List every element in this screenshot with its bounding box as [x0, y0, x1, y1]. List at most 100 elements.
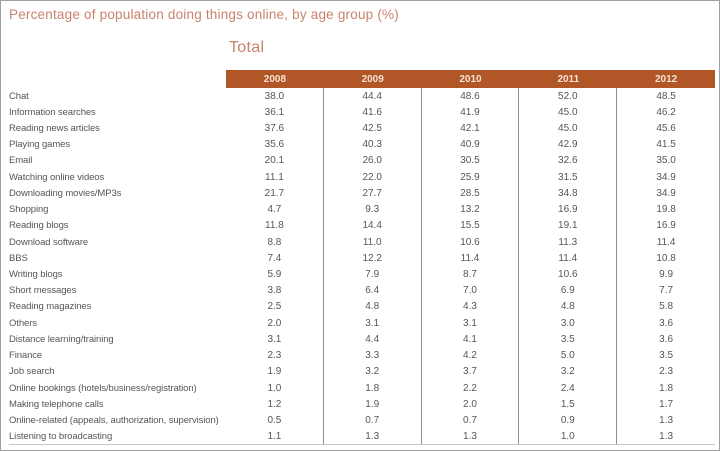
value-cell: 16.9 [656, 220, 676, 232]
table-row: Reading blogs 11.8 14.4 15.5 19.1 16.9 [9, 217, 715, 234]
value-cell: 5.8 [659, 301, 674, 313]
value-cell: 9.9 [659, 269, 674, 281]
table-row: Online-related (appeals, authorization, … [9, 412, 715, 429]
value-cell: 6.4 [324, 282, 422, 299]
value-cell: 40.9 [422, 136, 520, 153]
value-cell: 48.6 [422, 88, 520, 105]
header-label-spacer [9, 70, 226, 88]
value-cell: 10.6 [422, 233, 520, 251]
value-cell: 4.2 [422, 347, 520, 364]
value-cell: 1.3 [659, 414, 674, 426]
table-row: Job search 1.9 3.2 3.7 3.2 2.3 [9, 363, 715, 380]
value-cell: 41.5 [656, 139, 676, 151]
table-row: Download software 8.8 11.0 10.6 11.3 11.4 [9, 233, 715, 251]
value-cell: 34.9 [656, 171, 676, 183]
value-cell: 6.9 [519, 282, 618, 299]
value-cell: 11.4 [519, 250, 618, 267]
row-label: Writing blogs [9, 269, 63, 281]
table-row: Downloading movies/MP3s 21.7 27.7 28.5 34.8 3… [9, 185, 715, 202]
value-cell: 7.0 [422, 282, 520, 299]
value-cell: 1.9 [226, 363, 324, 380]
value-cell: 2.3 [226, 347, 324, 364]
value-cell: 21.7 [226, 185, 324, 202]
value-cell: 4.7 [226, 201, 324, 218]
value-cell: 11.3 [519, 233, 618, 251]
value-cell: 32.6 [519, 152, 618, 170]
value-cell: 11.0 [324, 233, 422, 251]
value-cell: 30.5 [422, 152, 520, 170]
value-cell: 46.2 [656, 106, 676, 118]
table-row: Reading magazines 2.5 4.8 4.3 4.8 5.8 [9, 298, 715, 316]
value-cell: 2.0 [226, 315, 324, 332]
value-cell: 7.4 [226, 250, 324, 267]
value-cell: 3.1 [422, 315, 520, 332]
year-column-header: 2012 [617, 70, 715, 88]
value-cell: 8.8 [226, 233, 324, 251]
row-label: Download software [9, 236, 89, 248]
value-cell: 3.6 [659, 317, 674, 329]
table-row: Finance 2.3 3.3 4.2 5.0 3.5 [9, 347, 715, 364]
row-label: Watching online videos [9, 171, 105, 183]
value-cell: 2.3 [659, 366, 674, 378]
value-cell: 40.3 [324, 136, 422, 153]
value-cell: 5.0 [519, 347, 618, 364]
value-cell: 26.0 [324, 152, 422, 170]
value-cell: 4.8 [324, 298, 422, 316]
value-cell: 16.9 [519, 201, 618, 218]
row-label: Short messages [9, 285, 77, 297]
value-cell: 4.8 [519, 298, 618, 316]
table-row: Watching online videos 11.1 22.0 25.9 31.5 34… [9, 169, 715, 186]
value-cell: 22.0 [324, 169, 422, 186]
value-cell: 1.2 [226, 396, 324, 413]
table-body: Chat 38.0 44.4 48.6 52.0 48.5 Information sear… [9, 88, 715, 445]
value-cell: 11.4 [422, 250, 520, 267]
table-row: Online bookings (hotels/business/registr… [9, 379, 715, 397]
value-cell: 3.3 [324, 347, 422, 364]
value-cell: 41.6 [324, 104, 422, 121]
value-cell: 3.8 [226, 282, 324, 299]
value-cell: 48.5 [656, 90, 676, 102]
row-label: Information searches [9, 106, 96, 118]
value-cell: 1.1 [226, 428, 324, 445]
value-cell: 2.2 [422, 379, 520, 397]
value-cell: 3.6 [659, 333, 674, 345]
value-cell: 1.0 [226, 379, 324, 397]
table-row: Email 20.1 26.0 30.5 32.6 35.0 [9, 152, 715, 170]
value-cell: 15.5 [422, 217, 520, 234]
table-row: Making telephone calls 1.2 1.9 2.0 1.5 1.7 [9, 396, 715, 413]
value-cell: 31.5 [519, 169, 618, 186]
group-subtitle: Total [229, 39, 265, 56]
value-cell: 42.9 [519, 136, 618, 153]
row-label: Distance learning/training [9, 333, 114, 345]
value-cell: 0.7 [422, 412, 520, 429]
row-label: Finance [9, 350, 43, 362]
value-cell: 0.7 [324, 412, 422, 429]
table-row: BBS 7.4 12.2 11.4 11.4 10.8 [9, 250, 715, 267]
value-cell: 8.7 [422, 266, 520, 283]
value-cell: 3.1 [226, 331, 324, 348]
table-row: Reading news articles 37.6 42.5 42.1 45.0 45.… [9, 120, 715, 137]
row-label: Online-related (appeals, authorization, … [9, 414, 219, 426]
value-cell: 4.1 [422, 331, 520, 348]
value-cell: 11.1 [226, 169, 324, 186]
row-label: Job search [9, 366, 55, 378]
value-cell: 19.1 [519, 217, 618, 234]
value-cell: 10.8 [656, 252, 676, 264]
row-label: Online bookings (hotels/business/registr… [9, 382, 197, 394]
row-label: Listening to broadcasting [9, 429, 226, 445]
table-row: Playing games 35.6 40.3 40.9 42.9 41.5 [9, 136, 715, 153]
year-column-header: 2010 [421, 70, 520, 88]
row-label: Others [9, 317, 37, 329]
value-cell: 3.2 [519, 363, 618, 380]
row-label: Reading news articles [9, 123, 100, 135]
value-cell: 3.5 [659, 350, 674, 362]
value-cell: 35.0 [656, 155, 676, 167]
value-cell: 42.5 [324, 120, 422, 137]
value-cell: 25.9 [422, 169, 520, 186]
value-cell: 37.6 [226, 120, 324, 137]
value-cell: 1.7 [659, 398, 674, 410]
value-cell: 44.4 [324, 88, 422, 105]
value-cell: 27.7 [324, 185, 422, 202]
table-row: Listening to broadcasting 1.1 1.3 1.3 1.0 1.3 [9, 428, 715, 445]
